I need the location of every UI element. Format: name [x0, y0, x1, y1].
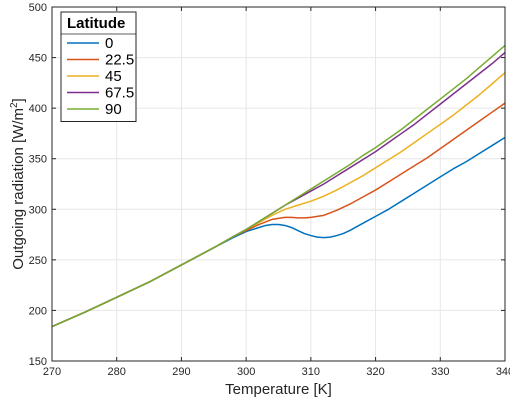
y-axis-label-sup: 2	[9, 102, 20, 108]
y-tick-label: 350	[29, 154, 47, 166]
x-tick-label: 290	[172, 366, 190, 378]
legend-label-45: 45	[105, 68, 122, 85]
y-tick-label: 150	[29, 356, 47, 368]
axes: 270 280 290 300 310 320 330 340 150 200 250 300 350 4…	[29, 2, 510, 378]
x-tick-label: 310	[302, 366, 320, 378]
series-line-90	[51, 44, 506, 328]
x-tick-label: 330	[431, 366, 449, 378]
y-axis-label-main: Outgoing radiation [W/m	[10, 108, 27, 270]
axes-frame	[51, 6, 506, 362]
x-tick-label: 340	[496, 366, 510, 378]
x-tick-label: 270	[43, 366, 61, 378]
legend-label-22.5: 22.5	[105, 52, 134, 69]
x-tick-label: 280	[108, 366, 126, 378]
legend-box	[60, 11, 137, 122]
x-tick-label: 300	[237, 366, 255, 378]
legend-label-90: 90	[105, 101, 122, 118]
series-layer	[51, 44, 506, 328]
y-axis-label: Outgoing radiation [W/m2]	[9, 98, 27, 269]
y-tick-label: 500	[29, 2, 47, 14]
legend-title: Latitude	[67, 15, 125, 32]
y-axis-label-end: ]	[10, 98, 27, 102]
y-tick-label: 300	[29, 204, 47, 216]
x-tick-label: 320	[366, 366, 384, 378]
legend-label-67.5: 67.5	[105, 85, 134, 102]
y-tick-label: 450	[29, 53, 47, 65]
x-axis-label: Temperature [K]	[225, 381, 332, 398]
y-tick-label: 400	[29, 103, 47, 115]
y-tick-label: 200	[29, 305, 47, 317]
legend-label-0: 0	[105, 35, 113, 52]
y-tick-label: 250	[29, 255, 47, 267]
